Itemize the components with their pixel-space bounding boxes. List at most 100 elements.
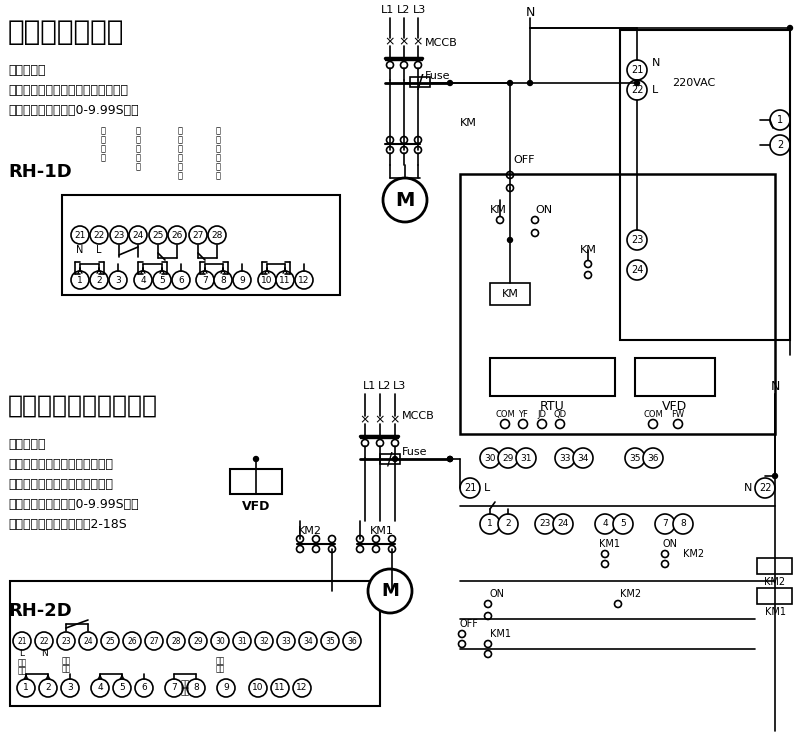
Circle shape <box>135 679 153 697</box>
Circle shape <box>297 535 303 542</box>
Text: KM2: KM2 <box>765 577 786 587</box>
Circle shape <box>258 271 276 289</box>
Text: 工频、变频晃电再启动: 工频、变频晃电再启动 <box>8 394 158 418</box>
Circle shape <box>518 419 527 428</box>
Text: 电: 电 <box>178 145 182 154</box>
Text: N: N <box>41 650 47 659</box>
Circle shape <box>634 81 639 86</box>
Text: 21: 21 <box>631 65 643 75</box>
Text: 晃电自启允许时间：0-9.99S可调: 晃电自启允许时间：0-9.99S可调 <box>8 498 138 511</box>
Circle shape <box>414 62 422 69</box>
Text: 变频器再启动运行时间：2-18S: 变频器再启动运行时间：2-18S <box>8 517 126 531</box>
Text: 30: 30 <box>215 636 225 645</box>
Text: 10: 10 <box>262 276 273 285</box>
Text: 变频系统配合变频器晃电再启动: 变频系统配合变频器晃电再启动 <box>8 477 113 490</box>
Circle shape <box>153 271 171 289</box>
Text: ×: × <box>360 413 370 426</box>
Text: 35: 35 <box>325 636 335 645</box>
Text: 4: 4 <box>140 276 146 285</box>
Circle shape <box>90 226 108 244</box>
Circle shape <box>383 178 427 222</box>
Circle shape <box>770 110 790 130</box>
Text: L: L <box>96 245 102 255</box>
Circle shape <box>71 271 89 289</box>
Text: 置: 置 <box>135 163 141 172</box>
Circle shape <box>447 81 453 86</box>
Text: 5: 5 <box>620 520 626 529</box>
Text: 33: 33 <box>281 636 291 645</box>
Circle shape <box>254 456 258 462</box>
Text: KM: KM <box>580 245 597 255</box>
Circle shape <box>480 514 500 534</box>
Circle shape <box>299 632 317 650</box>
Text: 作: 作 <box>215 136 221 145</box>
Circle shape <box>211 632 229 650</box>
Circle shape <box>91 679 109 697</box>
Text: 位置: 位置 <box>62 664 70 673</box>
Circle shape <box>217 679 235 697</box>
Circle shape <box>602 550 609 557</box>
Text: 35: 35 <box>630 453 641 462</box>
Text: N: N <box>770 380 780 392</box>
Text: 7: 7 <box>171 684 177 693</box>
Bar <box>410 77 430 87</box>
Circle shape <box>71 226 89 244</box>
Circle shape <box>373 535 379 542</box>
Circle shape <box>362 440 369 447</box>
Circle shape <box>585 261 591 267</box>
Circle shape <box>674 419 682 428</box>
Text: 30: 30 <box>484 453 496 462</box>
Text: 监: 监 <box>178 163 182 172</box>
Bar <box>757 588 792 604</box>
Text: 23: 23 <box>61 636 71 645</box>
Text: 3: 3 <box>67 684 73 693</box>
Text: 28: 28 <box>211 230 222 239</box>
Circle shape <box>485 641 491 648</box>
Text: 24: 24 <box>132 230 144 239</box>
Text: 11: 11 <box>274 684 286 693</box>
Circle shape <box>553 514 573 534</box>
Circle shape <box>401 136 407 144</box>
Text: 23: 23 <box>539 520 550 529</box>
Text: 位置: 位置 <box>215 664 225 673</box>
Text: 24: 24 <box>558 520 569 529</box>
Circle shape <box>343 632 361 650</box>
Text: Fuse: Fuse <box>425 71 450 81</box>
Circle shape <box>172 271 190 289</box>
Text: 工频: 工频 <box>62 657 70 666</box>
Text: 21: 21 <box>18 636 26 645</box>
Circle shape <box>386 136 394 144</box>
Bar <box>620 30 790 340</box>
Circle shape <box>357 535 363 542</box>
Text: 25: 25 <box>152 230 164 239</box>
Circle shape <box>485 651 491 657</box>
Text: KM2: KM2 <box>298 526 322 536</box>
Text: 6: 6 <box>178 276 184 285</box>
Text: 1: 1 <box>487 520 493 529</box>
Circle shape <box>149 226 167 244</box>
Circle shape <box>386 62 394 69</box>
Circle shape <box>414 136 422 144</box>
Text: 作: 作 <box>101 136 106 145</box>
Text: M: M <box>395 191 414 209</box>
Bar <box>490 358 615 396</box>
Circle shape <box>662 560 669 568</box>
Text: KM1: KM1 <box>765 607 786 617</box>
Circle shape <box>90 271 108 289</box>
Text: 工作: 工作 <box>18 659 26 667</box>
Text: VFD: VFD <box>662 400 688 413</box>
Text: KM1: KM1 <box>490 629 511 639</box>
Text: 26: 26 <box>127 636 137 645</box>
Text: 22: 22 <box>630 85 643 95</box>
Bar <box>62 195 340 295</box>
Circle shape <box>506 184 514 191</box>
Text: 工频晃电再启动: 工频晃电再启动 <box>8 18 124 46</box>
Circle shape <box>145 632 163 650</box>
Text: FW: FW <box>671 410 685 419</box>
Text: 工: 工 <box>101 127 106 136</box>
Circle shape <box>313 535 319 542</box>
Text: KM1: KM1 <box>370 526 394 536</box>
Circle shape <box>458 641 466 648</box>
Circle shape <box>57 632 75 650</box>
Circle shape <box>507 81 513 86</box>
